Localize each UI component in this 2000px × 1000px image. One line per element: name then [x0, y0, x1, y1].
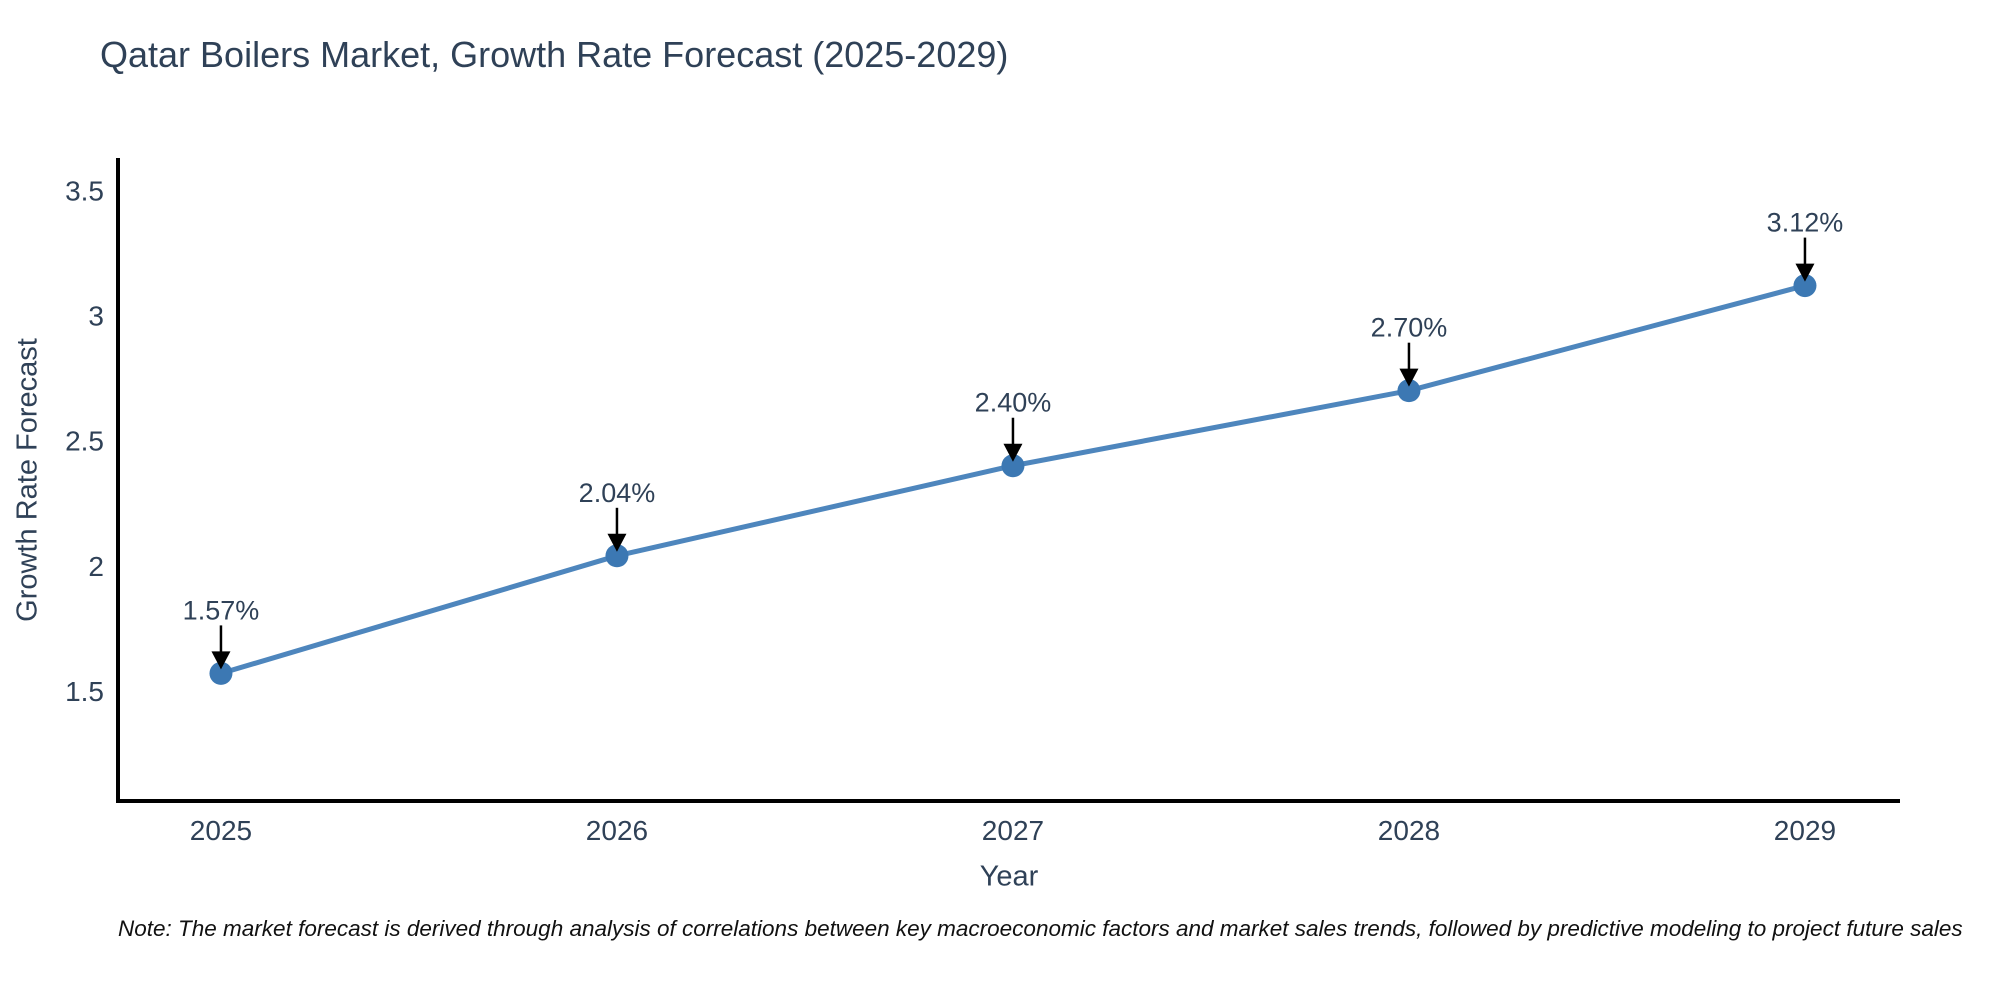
- growth-rate-line: [218, 283, 1808, 676]
- data-point-marker: [1793, 274, 1817, 298]
- y-tick-label: 3: [88, 301, 104, 332]
- data-point-label: 2.40%: [975, 388, 1052, 418]
- x-tick-label: 2026: [586, 815, 648, 846]
- data-point-marker: [1001, 454, 1025, 478]
- data-point-marker: [605, 544, 629, 568]
- footnote: Note: The market forecast is derived thr…: [118, 916, 1963, 941]
- x-tick-label: 2029: [1774, 815, 1836, 846]
- data-point-label: 1.57%: [183, 595, 260, 625]
- data-point-label: 2.70%: [1371, 313, 1448, 343]
- x-axis-title: Year: [979, 860, 1039, 893]
- annotation-arrow-head: [1795, 263, 1815, 282]
- y-tick-label: 2: [88, 551, 104, 582]
- axis-spines: [116, 158, 1900, 803]
- y-tick-label: 3.5: [65, 176, 104, 207]
- data-point-label: 2.04%: [579, 478, 656, 508]
- data-point-marker: [1397, 379, 1421, 403]
- annotation-arrow-head: [1003, 443, 1023, 462]
- x-tick-label: 2028: [1378, 815, 1440, 846]
- y-tick-label: 2.5: [65, 426, 104, 457]
- annotation-arrow-head: [607, 533, 627, 552]
- data-point-label: 3.12%: [1767, 208, 1844, 238]
- y-tick-label: 1.5: [65, 676, 104, 707]
- x-tick-label: 2027: [982, 815, 1044, 846]
- chart-title: Qatar Boilers Market, Growth Rate Foreca…: [100, 34, 1009, 75]
- annotation-arrow-head: [211, 651, 231, 670]
- data-point-marker: [209, 661, 233, 685]
- annotation-arrow-head: [1399, 368, 1419, 387]
- x-tick-label: 2025: [190, 815, 252, 846]
